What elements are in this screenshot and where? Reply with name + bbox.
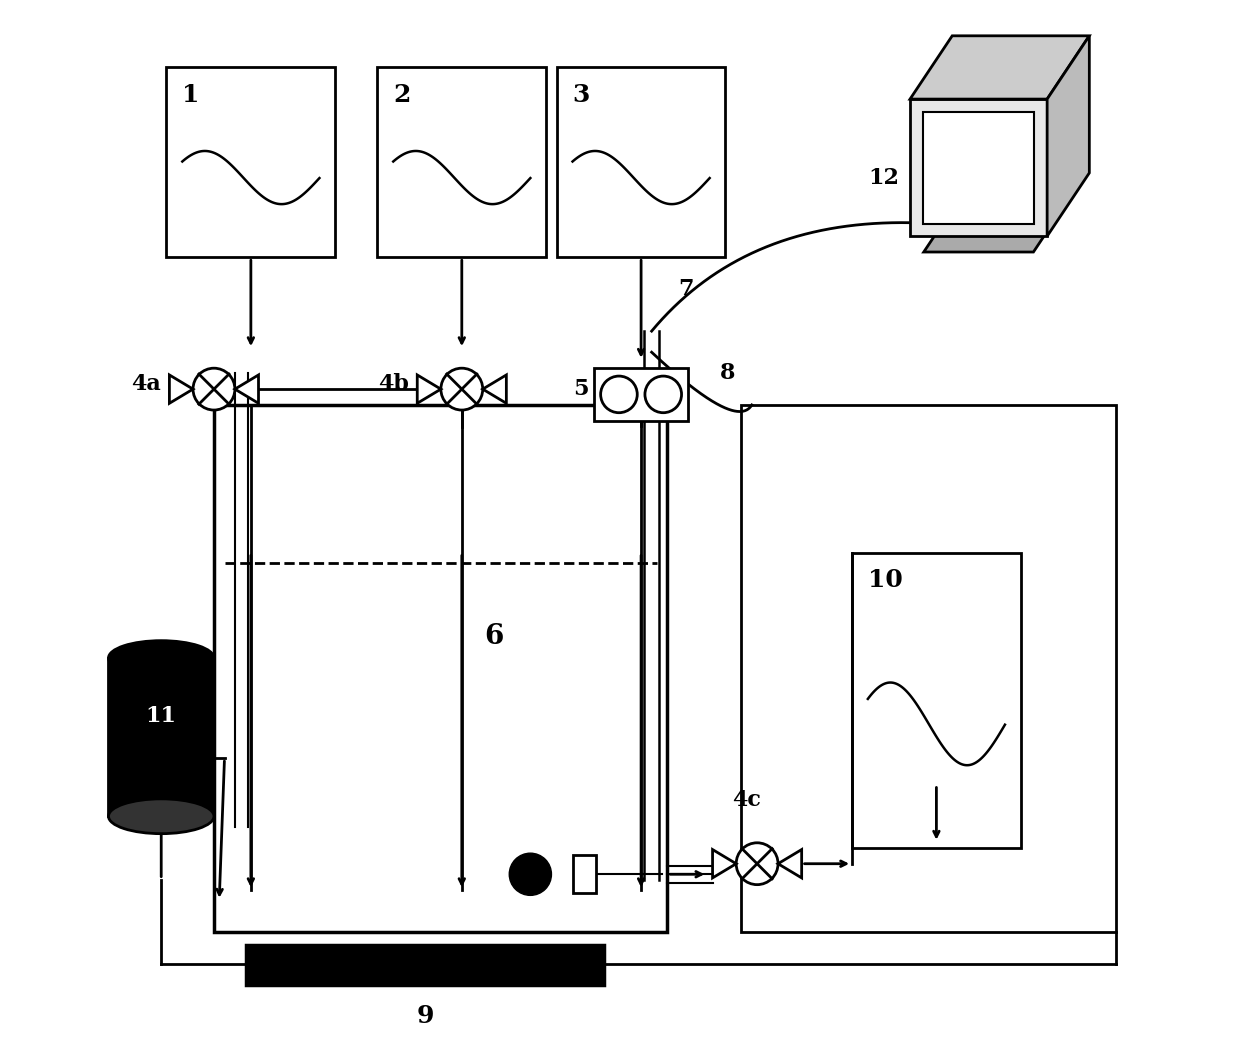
Circle shape bbox=[193, 368, 234, 410]
Text: 7: 7 bbox=[678, 277, 693, 300]
Text: 11: 11 bbox=[146, 705, 177, 727]
Text: 12: 12 bbox=[868, 167, 899, 189]
Bar bbox=[923, 112, 1034, 223]
Text: 4b: 4b bbox=[378, 373, 409, 394]
Text: 1: 1 bbox=[182, 83, 200, 107]
Bar bbox=[573, 856, 595, 893]
Bar bbox=[108, 658, 215, 816]
Bar bbox=[166, 67, 335, 257]
Text: 6: 6 bbox=[484, 624, 503, 651]
Text: 5: 5 bbox=[573, 378, 588, 400]
Ellipse shape bbox=[108, 641, 215, 675]
Circle shape bbox=[600, 376, 637, 412]
Bar bbox=[594, 368, 688, 421]
Bar bbox=[246, 945, 604, 985]
Polygon shape bbox=[1047, 36, 1089, 236]
Polygon shape bbox=[713, 849, 737, 878]
Bar bbox=[215, 405, 667, 932]
Bar bbox=[742, 405, 1116, 932]
Polygon shape bbox=[924, 189, 1075, 252]
Ellipse shape bbox=[108, 799, 215, 833]
Text: 10: 10 bbox=[868, 569, 903, 592]
Bar bbox=[377, 67, 546, 257]
Circle shape bbox=[510, 854, 552, 895]
Text: 8: 8 bbox=[720, 362, 735, 385]
Text: 3: 3 bbox=[573, 83, 590, 107]
Circle shape bbox=[645, 376, 682, 412]
Polygon shape bbox=[170, 375, 193, 403]
Bar bbox=[557, 67, 725, 257]
Polygon shape bbox=[234, 375, 258, 403]
Text: 2: 2 bbox=[393, 83, 410, 107]
Polygon shape bbox=[482, 375, 506, 403]
Text: 4c: 4c bbox=[732, 789, 761, 811]
Polygon shape bbox=[910, 99, 1047, 236]
Polygon shape bbox=[910, 36, 1089, 99]
Text: 9: 9 bbox=[417, 1003, 434, 1028]
Polygon shape bbox=[777, 849, 801, 878]
Circle shape bbox=[737, 843, 777, 884]
Bar bbox=[852, 553, 1021, 848]
Polygon shape bbox=[417, 375, 441, 403]
Text: 4a: 4a bbox=[131, 373, 161, 394]
Circle shape bbox=[441, 368, 482, 410]
